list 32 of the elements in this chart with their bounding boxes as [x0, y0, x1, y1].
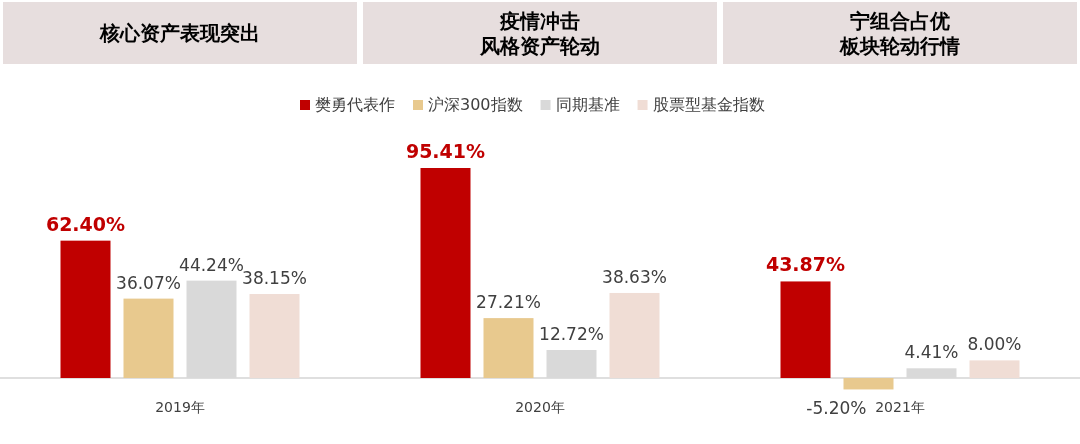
x-tick-label: 2020年	[515, 399, 565, 415]
data-label: 38.15%	[242, 268, 307, 289]
x-tick-label: 2019年	[155, 399, 205, 415]
data-label: 8.00%	[967, 334, 1022, 355]
bar	[906, 368, 957, 378]
data-label: 12.72%	[539, 324, 604, 344]
bar	[60, 240, 111, 378]
data-label: 38.63%	[602, 266, 667, 287]
data-label: 95.41%	[405, 140, 486, 162]
data-label: 27.21%	[476, 292, 541, 313]
legend-label: 沪深300指数	[428, 95, 523, 114]
x-tick-label: 2021年	[875, 399, 925, 415]
data-label: 36.07%	[116, 272, 181, 293]
bar	[483, 318, 534, 378]
data-label: 4.41%	[904, 342, 959, 363]
bar	[420, 168, 471, 378]
data-label: 62.40%	[45, 212, 126, 235]
bar	[969, 360, 1020, 378]
data-label: 43.87%	[765, 253, 846, 276]
data-label: -5.20%	[806, 398, 867, 418]
bar	[609, 292, 660, 378]
legend-label: 樊勇代表作	[315, 95, 395, 114]
bar	[249, 294, 300, 378]
bar	[186, 280, 237, 378]
bar	[843, 378, 894, 390]
legend-label: 同期基准	[555, 95, 620, 114]
bar	[546, 350, 597, 378]
legend-label: 股票型基金指数	[652, 95, 765, 114]
bar	[780, 281, 831, 378]
headers: 核心资产表现突出 疫情冲击 风格资产轮动 宁组合占优 板块轮动行情	[3, 2, 1077, 64]
data-label: 44.24%	[179, 254, 244, 275]
bar	[123, 298, 174, 378]
